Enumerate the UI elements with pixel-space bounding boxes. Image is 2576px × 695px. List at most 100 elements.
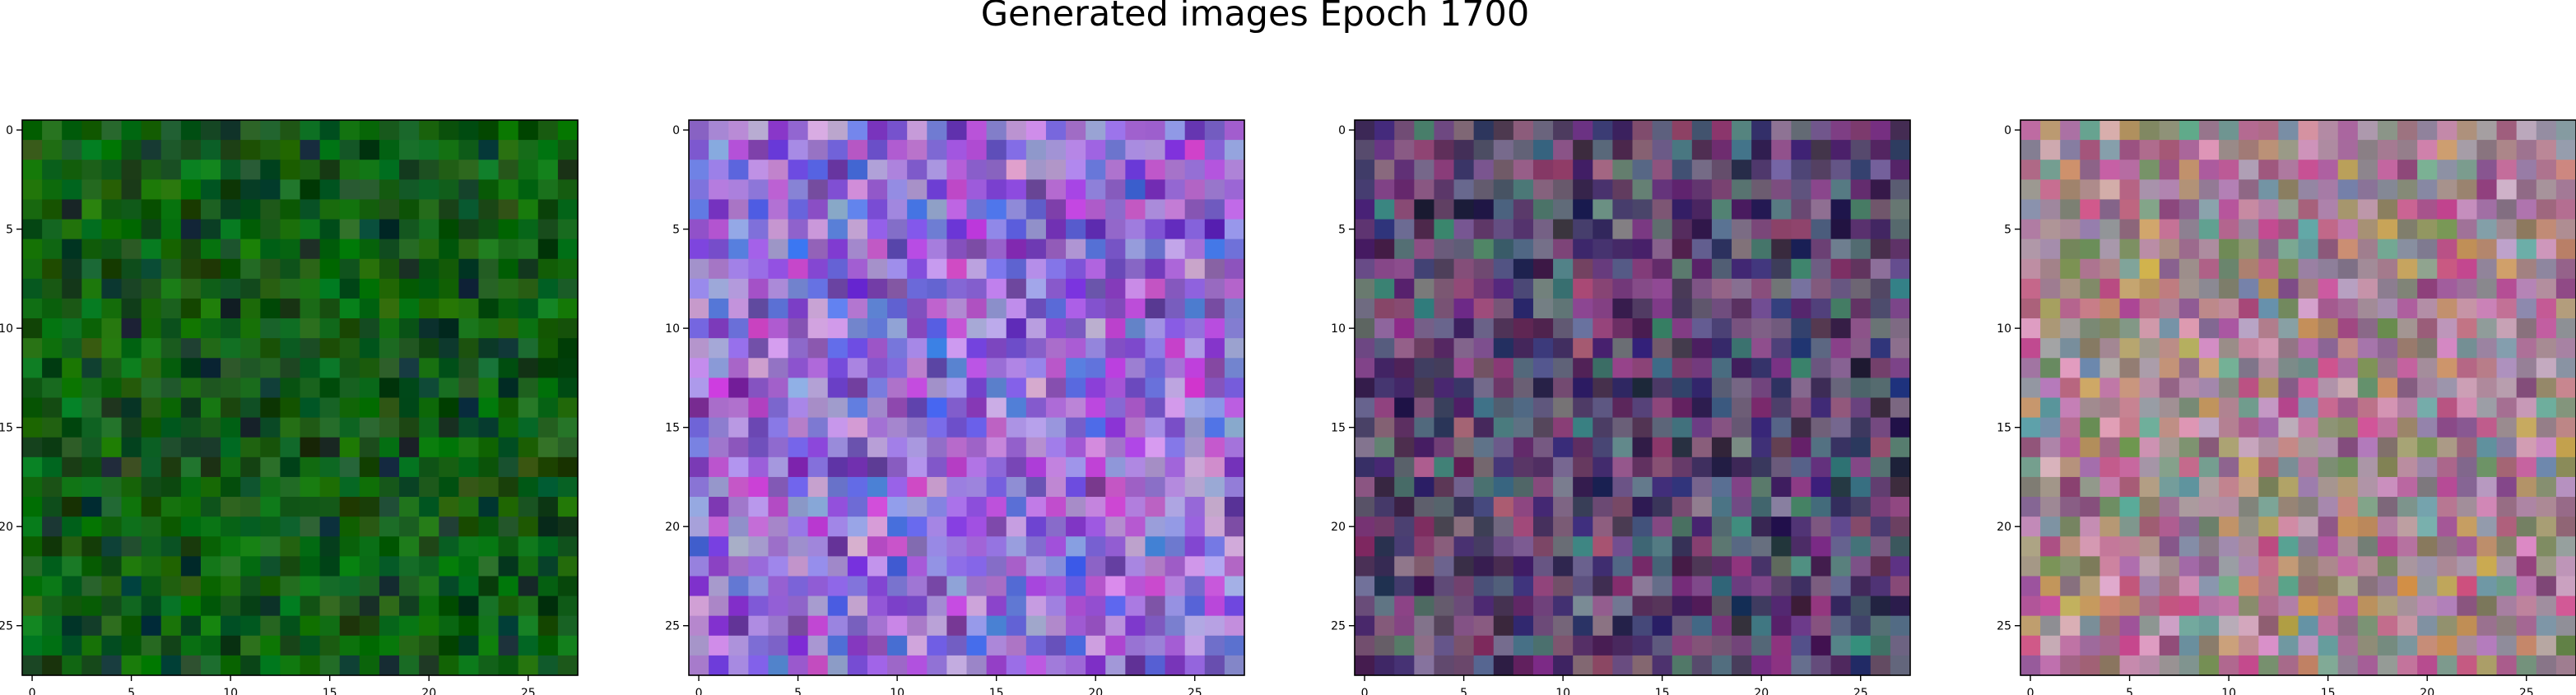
pixel-cell <box>260 576 281 597</box>
pixel-cell <box>1066 615 1086 637</box>
pixel-cell <box>1771 318 1792 339</box>
pixel-cell <box>260 517 281 537</box>
pixel-cell <box>1414 595 1435 617</box>
pixel-cell <box>260 239 281 260</box>
pixel-cell <box>1791 378 1812 399</box>
pixel-cell <box>1672 140 1693 160</box>
y-tick-label: 0 <box>1338 124 1346 137</box>
pixel-cell <box>1732 199 1752 220</box>
pixel-cell <box>81 635 103 656</box>
pixel-cell <box>2536 199 2557 220</box>
pixel-cell <box>359 219 380 240</box>
pixel-cell <box>419 338 439 359</box>
pixel-cell <box>22 437 43 458</box>
y-tick-label: 5 <box>2004 224 2011 237</box>
pixel-cell <box>1145 219 1166 240</box>
pixel-cell <box>81 239 103 260</box>
pixel-cell <box>788 595 809 617</box>
pixel-cell <box>788 199 809 220</box>
pixel-cell <box>1513 437 1534 458</box>
pixel-cell <box>101 556 123 577</box>
pixel-cell <box>2119 219 2141 240</box>
pixel-cell <box>2377 318 2398 339</box>
pixel-cell <box>1355 437 1375 458</box>
pixel-cell <box>2318 160 2339 180</box>
pixel-cell <box>537 517 559 537</box>
pixel-cell <box>439 576 459 597</box>
pixel-cell <box>2536 258 2557 280</box>
pixel-cell <box>1434 417 1455 438</box>
pixel-cell <box>2258 160 2279 180</box>
pixel-cell <box>827 615 849 637</box>
pixel-cell <box>1125 258 1146 280</box>
y-tick-label: 0 <box>2004 124 2011 137</box>
pixel-cell <box>1890 358 1911 378</box>
pixel-cell <box>2337 437 2359 458</box>
pixel-cell <box>22 497 43 517</box>
pixel-cell <box>728 437 749 458</box>
pixel-cell <box>62 476 82 498</box>
axes-frame <box>2020 119 2576 676</box>
pixel-cell <box>1394 655 1415 676</box>
pixel-cell <box>1732 497 1752 517</box>
pixel-cell <box>2239 497 2259 517</box>
pixel-cell <box>1890 615 1911 637</box>
pixel-cell <box>2318 497 2339 517</box>
pixel-cell <box>1006 497 1027 517</box>
pixel-cell <box>1850 199 1872 220</box>
pixel-cell <box>1105 358 1126 378</box>
pixel-cell <box>867 378 888 399</box>
pixel-cell <box>221 536 241 557</box>
pixel-cell <box>260 655 281 676</box>
pixel-cell <box>2555 179 2576 201</box>
pixel-cell <box>200 437 221 458</box>
pixel-cell <box>121 476 142 498</box>
pixel-cell <box>1493 456 1514 478</box>
pixel-cell <box>867 635 888 656</box>
pixel-cell <box>518 595 539 617</box>
pixel-cell <box>2040 358 2061 378</box>
pixel-cell <box>2060 338 2081 359</box>
pixel-cell <box>927 437 947 458</box>
pixel-cell <box>2417 378 2438 399</box>
pixel-cell <box>1045 358 1067 378</box>
pixel-cell <box>537 378 559 399</box>
pixel-cell <box>1532 437 1554 458</box>
pixel-cell <box>2516 517 2537 537</box>
pixel-cell <box>1224 417 1245 438</box>
pixel-cell <box>2139 378 2160 399</box>
pixel-cell <box>1672 497 1693 517</box>
pixel-cell <box>62 258 82 280</box>
pixel-cell <box>121 655 142 676</box>
pixel-cell <box>2298 179 2319 201</box>
pixel-cell <box>1890 655 1911 676</box>
y-tick-label: 10 <box>1997 322 2011 336</box>
pixel-cell <box>2239 318 2259 339</box>
pixel-cell <box>2139 160 2160 180</box>
pixel-cell <box>2159 615 2180 637</box>
pixel-cell <box>1751 397 1772 419</box>
pixel-cell <box>1513 278 1534 299</box>
pixel-cell <box>1513 358 1534 378</box>
pixel-cell <box>2020 456 2041 478</box>
pixel-cell <box>280 120 301 141</box>
pixel-cell <box>439 358 459 378</box>
pixel-cell <box>1184 378 1206 399</box>
pixel-cell <box>260 358 281 378</box>
pixel-cell <box>966 219 988 240</box>
pixel-cell <box>339 219 360 240</box>
pixel-cell <box>986 655 1007 676</box>
pixel-cell <box>1473 258 1495 280</box>
pixel-cell <box>1672 258 1693 280</box>
pixel-cell <box>1414 179 1435 201</box>
pixel-cell <box>2040 338 2061 359</box>
pixel-cell <box>2060 120 2081 141</box>
pixel-cell <box>927 140 947 160</box>
pixel-cell <box>1830 258 1852 280</box>
pixel-cell <box>2357 258 2378 280</box>
pixel-cell <box>1125 199 1146 220</box>
pixel-cell <box>1652 140 1673 160</box>
pixel-cell <box>1593 615 1613 637</box>
pixel-cell <box>2397 536 2418 557</box>
pixel-cell <box>1025 456 1047 478</box>
